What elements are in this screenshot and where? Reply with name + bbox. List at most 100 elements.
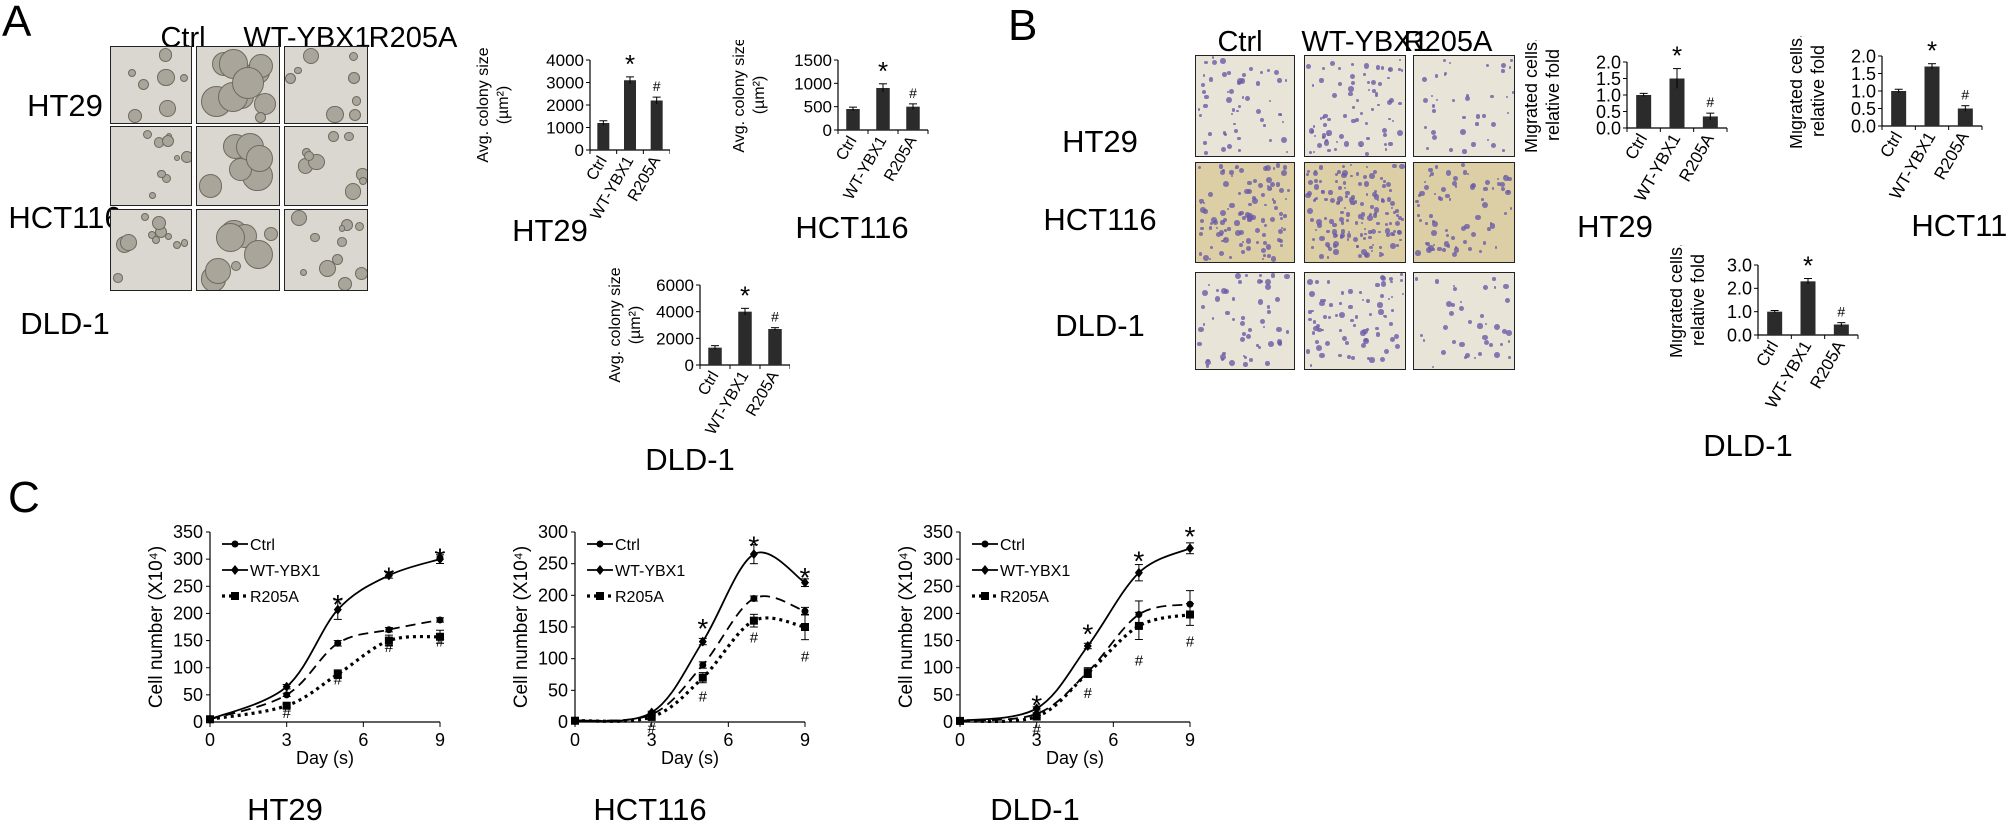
stained-cell — [1349, 163, 1352, 167]
stained-cell — [1375, 64, 1381, 70]
stained-cell — [1431, 103, 1436, 108]
stained-cell — [1424, 126, 1428, 130]
series-line — [574, 551, 806, 722]
stained-cell — [1370, 79, 1376, 85]
bar — [1891, 91, 1907, 126]
stained-cell — [1345, 212, 1350, 217]
stained-cell — [1433, 193, 1436, 196]
colony — [142, 129, 152, 139]
stained-cell — [1238, 168, 1245, 174]
stained-cell — [1262, 233, 1267, 238]
stained-cell — [1353, 200, 1357, 204]
stained-cell — [1477, 351, 1483, 356]
stained-cell — [1279, 238, 1284, 243]
stained-cell — [1267, 309, 1271, 314]
y-tick-label: 500 — [804, 98, 832, 117]
stained-cell — [1399, 163, 1405, 170]
stained-cell — [1449, 148, 1453, 152]
stained-cell — [1354, 221, 1359, 226]
stained-cell — [1492, 277, 1496, 281]
colony — [359, 176, 367, 185]
data-point — [801, 623, 809, 631]
b-row-label-hct116: HCT116 — [1043, 202, 1157, 237]
stained-cell — [1423, 181, 1427, 184]
stained-cell — [1431, 221, 1438, 228]
stained-cell — [1334, 179, 1339, 184]
x-axis-label: Day (s) — [1046, 748, 1104, 768]
stained-cell — [1507, 340, 1511, 343]
stained-cell — [1248, 358, 1254, 363]
stained-cell — [1414, 277, 1419, 281]
stained-cell — [1260, 118, 1264, 122]
y-axis-label: Migrated cells, — [1670, 245, 1686, 358]
stained-cell — [1445, 170, 1452, 176]
stained-cell — [1326, 280, 1331, 284]
stained-cell — [1284, 274, 1290, 280]
stained-cell — [1482, 241, 1487, 245]
stained-cell — [1311, 237, 1315, 242]
stained-cell — [1451, 303, 1456, 308]
bar — [906, 106, 920, 130]
stained-cell — [1459, 341, 1465, 348]
stained-cell — [1282, 227, 1287, 231]
data-point — [333, 670, 342, 679]
y-tick-label: 2.0 — [1596, 52, 1621, 72]
stained-cell — [1223, 237, 1229, 243]
stained-cell — [1483, 339, 1490, 346]
stained-cell — [1478, 250, 1482, 254]
stained-cell — [1281, 120, 1285, 124]
stained-cell — [1506, 330, 1512, 337]
stained-cell — [1436, 98, 1439, 101]
stained-cell — [1378, 230, 1381, 234]
stained-cell — [1370, 228, 1376, 234]
stained-cell — [1324, 340, 1330, 347]
colony — [151, 235, 160, 245]
stained-cell — [1266, 177, 1273, 183]
stained-cell — [1228, 170, 1234, 175]
stained-cell — [1375, 94, 1379, 97]
stained-cell — [1423, 184, 1430, 191]
bar — [650, 100, 663, 150]
y-tick-label: 300 — [173, 549, 203, 569]
migration-image — [1413, 162, 1515, 263]
stained-cell — [1380, 65, 1385, 70]
colony — [244, 239, 274, 269]
stained-cell — [1355, 98, 1359, 102]
stained-cell — [1320, 189, 1324, 193]
stained-cell — [1350, 62, 1354, 66]
stained-cell — [1265, 361, 1270, 366]
x-tick-label: 3 — [282, 730, 292, 750]
stained-cell — [1246, 188, 1253, 195]
stained-cell — [1227, 144, 1233, 150]
y-axis-label: (µm²) — [495, 86, 512, 125]
stained-cell — [1373, 207, 1380, 213]
stained-cell — [1268, 100, 1271, 103]
colony — [158, 48, 173, 62]
colony — [172, 241, 181, 250]
chart-title: HT29 — [1577, 209, 1653, 244]
stained-cell — [1453, 247, 1459, 253]
stained-cell — [1203, 103, 1208, 109]
stained-cell — [1396, 213, 1400, 217]
stained-cell — [1258, 299, 1264, 305]
stained-cell — [1318, 180, 1322, 184]
stained-cell — [1234, 273, 1241, 279]
chart-title: HCT116 — [1911, 208, 2007, 243]
stained-cell — [1365, 151, 1370, 156]
colony — [151, 215, 167, 231]
stained-cell — [1260, 280, 1263, 283]
stained-cell — [1328, 316, 1332, 320]
stained-cell — [1312, 320, 1317, 324]
legend-label: Ctrl — [250, 537, 275, 554]
y-tick-label: 1500 — [794, 51, 832, 70]
stained-cell — [1276, 238, 1281, 242]
stained-cell — [1340, 221, 1345, 225]
series-line — [959, 612, 1191, 724]
col-head-r205a: R205A — [368, 22, 458, 54]
stained-cell — [1241, 72, 1246, 78]
colony — [326, 106, 344, 123]
stained-cell — [1346, 238, 1350, 241]
significance-hash: # — [750, 630, 759, 647]
significance-star: * — [1082, 619, 1093, 650]
stained-cell — [1430, 95, 1434, 98]
